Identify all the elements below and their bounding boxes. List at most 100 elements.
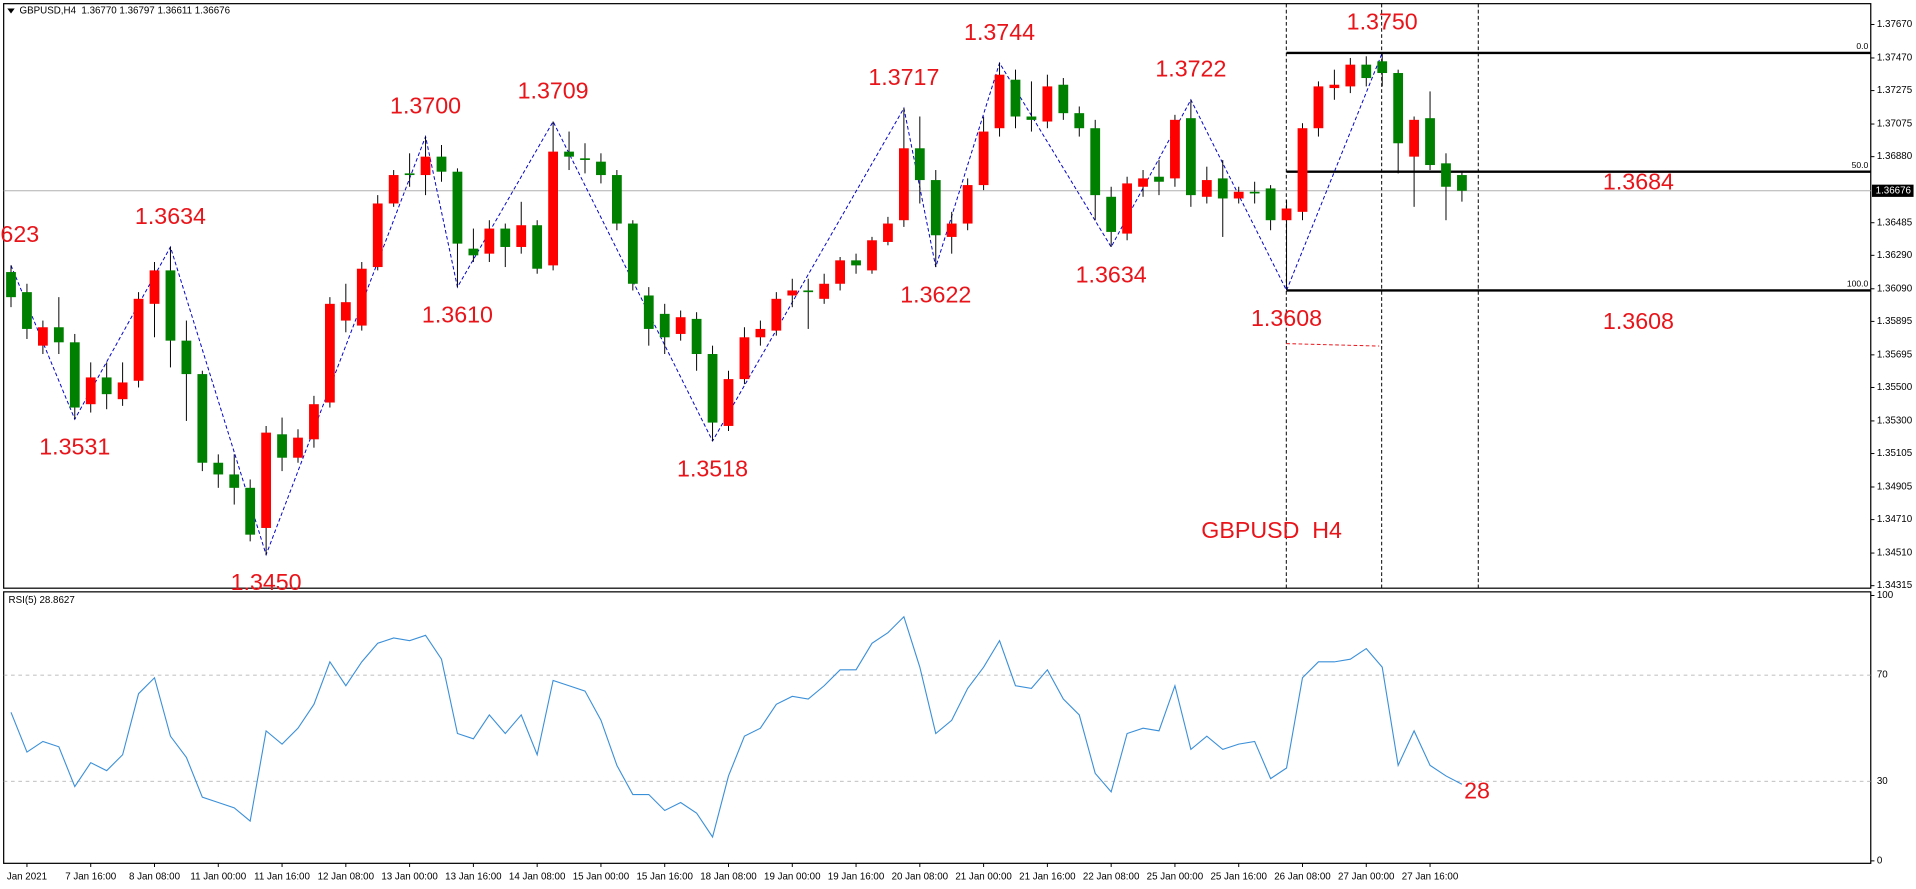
y-tick-label: 1.35500 xyxy=(1877,382,1913,393)
menu-arrow[interactable] xyxy=(7,8,15,14)
pivot-label: 1.3450 xyxy=(231,569,302,595)
candle-body xyxy=(197,374,208,463)
candle-body xyxy=(898,148,909,221)
fib-level-label: 0.0 xyxy=(1856,41,1868,51)
y-tick-label: 1.34315 xyxy=(1877,580,1913,591)
candle-body xyxy=(946,223,957,237)
rsi-panel xyxy=(3,591,1872,864)
candle-body xyxy=(1217,178,1228,199)
candle-body xyxy=(404,173,415,176)
x-tick-label: 7 Jan 16:00 xyxy=(65,871,117,882)
current-price-label: 1.36676 xyxy=(1876,185,1911,196)
candle-body xyxy=(388,175,399,204)
y-tick-label: 1.36290 xyxy=(1877,250,1913,261)
pivot-label: 1.3750 xyxy=(1347,9,1418,35)
candle-body xyxy=(117,382,128,400)
y-tick-label: 1.36090 xyxy=(1877,283,1913,294)
y-tick-label: 1.37075 xyxy=(1877,119,1913,130)
candle-body xyxy=(101,377,112,395)
rsi-tick-label: 100 xyxy=(1877,590,1894,601)
x-tick-label: 14 Jan 08:00 xyxy=(509,871,566,882)
x-tick-label: 20 Jan 08:00 xyxy=(892,871,949,882)
y-tick-label: 1.35695 xyxy=(1877,349,1913,360)
y-tick-label: 1.36485 xyxy=(1877,217,1913,228)
candle-body xyxy=(69,342,80,408)
candle-body xyxy=(1138,178,1148,187)
candle-body xyxy=(707,354,718,423)
candle-body xyxy=(420,156,431,176)
candle-body xyxy=(803,290,814,293)
candle-body xyxy=(819,283,830,299)
time-markers xyxy=(1285,3,1479,589)
rsi-tick-label: 70 xyxy=(1877,670,1888,681)
x-tick-label: 18 Jan 08:00 xyxy=(700,871,757,882)
main-panel xyxy=(3,3,1872,589)
fib-level-label: 100.0 xyxy=(1847,279,1869,289)
candle-body xyxy=(1409,119,1419,157)
candle-body xyxy=(532,225,543,269)
candle-body xyxy=(277,434,287,458)
candle-body xyxy=(564,151,574,157)
candle-body xyxy=(851,260,861,266)
x-tick-label: 11 Jan 16:00 xyxy=(254,871,310,882)
x-tick-label: 13 Jan 00:00 xyxy=(381,871,438,882)
candle-body xyxy=(1026,116,1037,120)
candle-body xyxy=(596,161,606,176)
candle-body xyxy=(516,225,527,247)
candle-body xyxy=(181,340,192,375)
y-tick-label: 1.37275 xyxy=(1877,85,1913,96)
x-tick-label: 13 Jan 16:00 xyxy=(445,871,502,882)
y-tick-label: 1.37470 xyxy=(1877,53,1913,64)
candle-body xyxy=(914,148,925,181)
pivot-label: 1.3610 xyxy=(422,302,493,328)
y-tick-label: 1.34905 xyxy=(1877,482,1913,493)
x-tick-label: 25 Jan 16:00 xyxy=(1210,871,1267,882)
candle-body xyxy=(675,317,686,334)
candle-body xyxy=(1201,180,1212,197)
candle-body xyxy=(1170,119,1180,179)
pivot-label: 1.3700 xyxy=(390,92,461,118)
y-tick-label: 1.35105 xyxy=(1877,448,1913,459)
candle-body xyxy=(739,337,750,380)
candle-body xyxy=(1297,128,1308,212)
y-tick-label: 1.34510 xyxy=(1877,548,1913,559)
candle-body xyxy=(835,260,845,284)
candle-body xyxy=(85,377,96,405)
pivot-label: 1.3531 xyxy=(39,434,110,460)
candle-body xyxy=(1122,183,1132,234)
candle-body xyxy=(787,290,798,296)
candle-body xyxy=(452,171,463,244)
candle-body xyxy=(1377,61,1388,74)
x-tick-label: 19 Jan 00:00 xyxy=(764,871,821,882)
rsi-line xyxy=(10,615,1463,839)
candle-body xyxy=(883,223,893,242)
candle-body xyxy=(1074,113,1085,129)
candle-body xyxy=(38,327,48,346)
candle-body xyxy=(548,151,558,266)
candle-body xyxy=(500,228,511,247)
x-tick-label: 22 Jan 08:00 xyxy=(1083,871,1140,882)
pivot-label: 1.3744 xyxy=(964,19,1035,45)
x-tick-label: 27 Jan 00:00 xyxy=(1338,871,1395,882)
candle-body xyxy=(133,298,144,381)
candle-body xyxy=(149,270,160,304)
x-tick-label: 27 Jan 16:00 xyxy=(1402,871,1459,882)
candle-body xyxy=(1313,86,1324,129)
candle-body xyxy=(372,203,383,268)
candle-body xyxy=(867,240,877,271)
candle-body xyxy=(213,462,224,475)
fib-level-label: 50.0 xyxy=(1852,160,1869,170)
chart-title: GBPUSD,H4 1.36770 1.36797 1.36611 1.3667… xyxy=(20,6,230,17)
candle-body xyxy=(771,298,782,331)
candle-body xyxy=(293,437,303,458)
pivot-label: 1.3608 xyxy=(1251,305,1322,331)
y-tick-label: 1.35300 xyxy=(1877,415,1913,426)
candle-body xyxy=(659,313,670,338)
rsi-annotation: 28 xyxy=(1464,778,1490,804)
candle-body xyxy=(1154,176,1164,182)
candle-body xyxy=(643,295,654,329)
candle-body xyxy=(484,228,495,254)
candle-body xyxy=(1393,73,1404,144)
